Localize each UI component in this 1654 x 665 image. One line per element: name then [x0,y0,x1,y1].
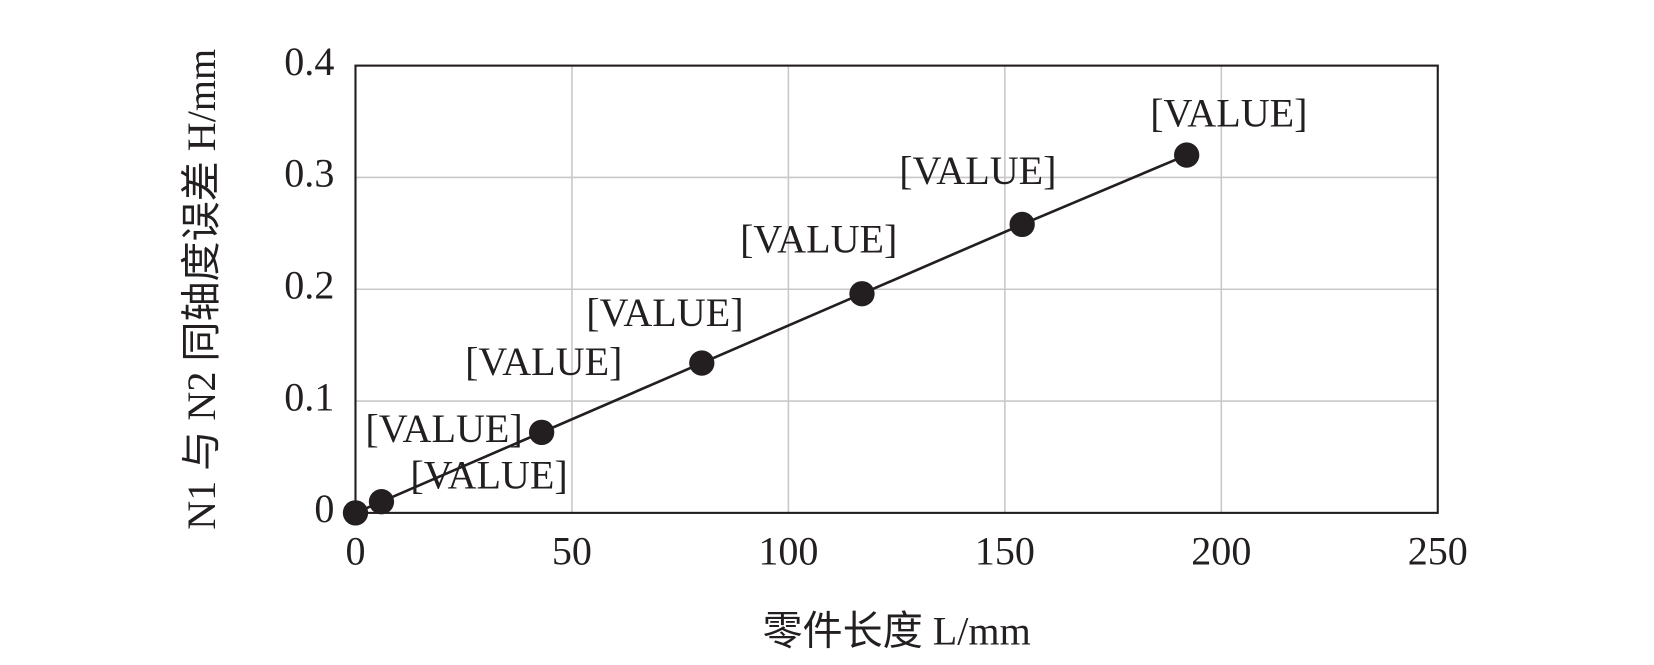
data-point [849,281,875,307]
x-tick-label: 50 [552,528,592,573]
data-label: [VALUE] [365,406,522,451]
data-point [368,489,395,515]
data-label: [VALUE] [586,290,743,335]
data-point [689,350,715,376]
data-label: [VALUE] [899,148,1056,193]
plot-frame [354,64,1439,514]
x-axis-label: 零件长度 L/mm [762,608,1030,653]
x-tick-label: 100 [758,528,818,573]
data-label: [VALUE] [740,216,897,261]
data-label: [VALUE] [1150,90,1307,135]
data-point [1009,211,1035,238]
data-label: [VALUE] [465,339,622,384]
data-label: [VALUE] [410,453,567,498]
data-point [1174,142,1200,168]
y-tick-label: 0 [314,486,334,531]
y-tick-label: 0.3 [284,151,334,196]
data-point [342,500,369,526]
y-tick-label: 0.2 [284,262,334,307]
x-tick-label: 150 [975,528,1035,573]
x-tick-label: 200 [1191,528,1251,573]
x-tick-label: 250 [1408,528,1468,573]
y-tick-label: 0.1 [284,374,334,419]
data-point [528,419,555,446]
y-axis-label: N1 与 N2 同轴度误差 H/mm [179,49,224,530]
y-tick-label: 0.4 [284,39,334,84]
x-tick-label: 0 [345,528,365,573]
